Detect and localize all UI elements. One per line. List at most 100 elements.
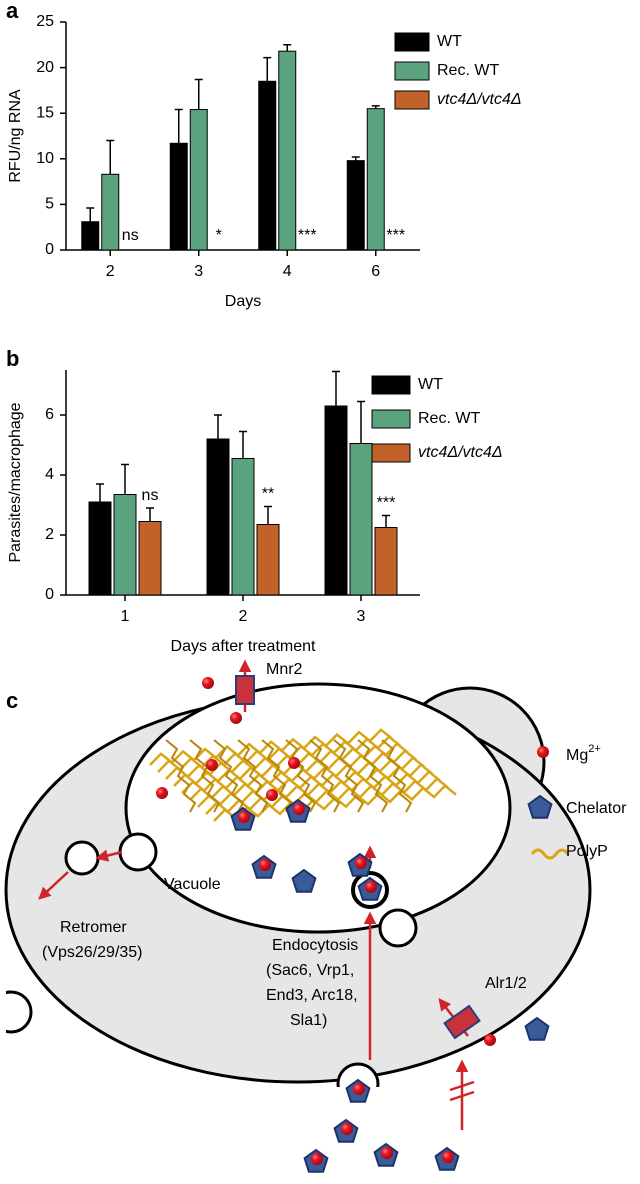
polyp-legend xyxy=(530,848,570,860)
bar xyxy=(189,109,208,251)
vacuole-bud xyxy=(118,832,158,872)
y-tick-label: 0 xyxy=(45,241,54,258)
error-bar xyxy=(106,139,115,175)
mg-ion xyxy=(266,789,278,801)
chelator xyxy=(524,1016,550,1041)
error-bar xyxy=(371,105,380,109)
x-tick-label: 6 xyxy=(371,263,380,280)
polyp xyxy=(309,739,341,813)
x-axis-title: Days after treatment xyxy=(171,638,317,655)
x-tick-label: 4 xyxy=(283,263,292,280)
chelator xyxy=(291,868,317,893)
bar xyxy=(278,50,297,251)
mg-ion xyxy=(353,1083,365,1095)
mg-ion xyxy=(442,1151,454,1163)
mg-ion xyxy=(156,787,168,799)
y-axis-title: RFU/ng RNA xyxy=(7,89,24,183)
bar xyxy=(88,501,112,596)
label-endocytosis: (Sac6, Vrp1, xyxy=(266,962,354,979)
y-tick-label: 0 xyxy=(45,586,54,603)
x-tick-label: 3 xyxy=(357,608,366,625)
bar xyxy=(349,443,373,596)
bar xyxy=(346,160,365,251)
legend-swatch xyxy=(371,375,411,395)
mg-ion xyxy=(311,1153,323,1165)
error-bar xyxy=(146,507,154,522)
bar xyxy=(81,221,100,251)
legend-swatch xyxy=(371,443,411,463)
significance: * xyxy=(216,227,222,244)
bar xyxy=(324,405,348,596)
label-retromer: Retromer xyxy=(60,919,127,936)
error-bar xyxy=(264,505,272,525)
polyp xyxy=(165,739,197,813)
error-bar xyxy=(194,78,203,110)
transporter xyxy=(443,1004,481,1040)
y-tick-label: 6 xyxy=(45,406,54,423)
notch-cover xyxy=(0,990,6,1040)
vacuole xyxy=(124,682,512,934)
bar xyxy=(258,80,277,251)
mg-ion xyxy=(381,1147,393,1159)
mg-ion xyxy=(238,811,250,823)
legend-label: Mg2+ xyxy=(566,743,601,764)
polyp xyxy=(381,739,413,813)
bar xyxy=(256,524,280,596)
legend-label: Rec. WT xyxy=(437,62,499,79)
mg-ion xyxy=(484,1034,496,1046)
polyp xyxy=(157,735,401,773)
legend-label: Rec. WT xyxy=(418,410,480,427)
polyp xyxy=(149,728,393,766)
mg-ion xyxy=(365,881,377,893)
error-bar xyxy=(86,207,95,222)
arrow xyxy=(38,871,69,900)
mg-ion xyxy=(288,757,300,769)
x-tick-label: 1 xyxy=(121,608,130,625)
mg-ion xyxy=(537,746,549,758)
polyp xyxy=(357,739,389,813)
mg-ion xyxy=(230,712,242,724)
blocked xyxy=(449,1080,475,1102)
diagram: c Mnr2 Vacuole Retromer (Vps26/29/35) En… xyxy=(0,659,627,1173)
significance: ns xyxy=(142,487,159,504)
label-mnr2: Mnr2 xyxy=(266,661,303,678)
significance: ** xyxy=(262,486,274,503)
polyp xyxy=(213,784,457,822)
error-bar xyxy=(96,483,104,502)
error-bar xyxy=(332,370,340,406)
label-endocytosis: End3, Arc18, xyxy=(266,987,358,1004)
bar xyxy=(138,521,162,596)
legend-label: WT xyxy=(437,33,462,50)
legend-swatch xyxy=(394,61,430,81)
error-bar xyxy=(382,514,390,528)
bar xyxy=(206,438,230,596)
legend-swatch xyxy=(394,32,430,52)
polyp xyxy=(189,739,221,813)
molecules xyxy=(38,659,570,1173)
significance: *** xyxy=(298,227,317,244)
significance: *** xyxy=(386,227,405,244)
y-tick-label: 4 xyxy=(45,466,54,483)
panel-label: a xyxy=(6,0,19,23)
legend-swatch xyxy=(371,409,411,429)
y-tick-label: 2 xyxy=(45,526,54,543)
legend-swatch xyxy=(394,90,430,110)
chelator xyxy=(527,794,553,819)
y-tick-label: 5 xyxy=(45,196,54,213)
bar xyxy=(374,527,398,596)
error-bar xyxy=(174,108,183,144)
polyp xyxy=(205,777,449,815)
mg-ion xyxy=(293,803,305,815)
significance: ns xyxy=(122,227,139,244)
y-axis-title: Parasites/macrophage xyxy=(7,402,24,562)
mg-ion xyxy=(202,677,214,689)
polyp xyxy=(213,739,245,813)
significance: *** xyxy=(377,495,396,512)
mg-ion xyxy=(341,1123,353,1135)
error-bar xyxy=(121,463,129,495)
polyp xyxy=(181,756,425,794)
y-tick-label: 15 xyxy=(36,104,54,121)
legend-label: vtc4Δ/vtc4Δ xyxy=(437,91,522,108)
bar xyxy=(169,142,188,251)
